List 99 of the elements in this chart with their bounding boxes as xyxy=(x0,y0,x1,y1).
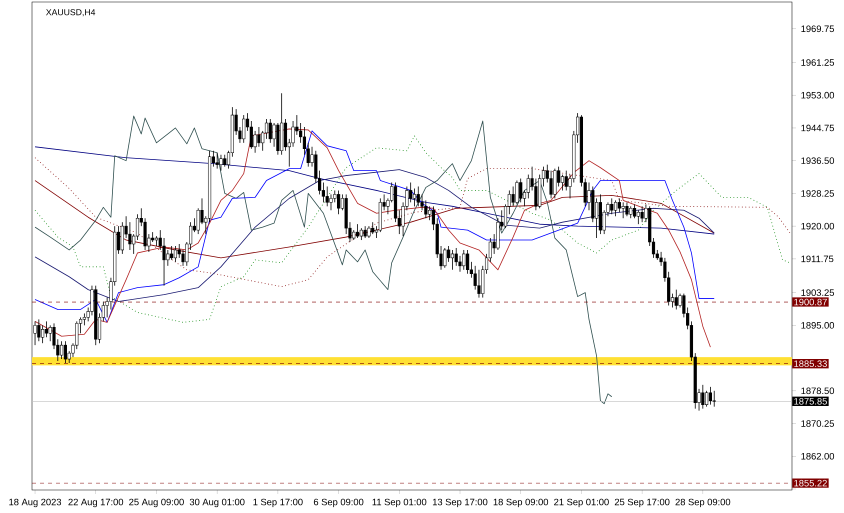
candlestick xyxy=(242,114,246,144)
candlestick xyxy=(519,178,522,203)
line-series xyxy=(34,169,715,302)
x-tick-label: 6 Sep 09:00 xyxy=(314,498,364,508)
candlestick xyxy=(512,186,515,207)
candlestick xyxy=(154,236,158,246)
y-tick-label: 1911.75 xyxy=(801,256,834,262)
x-tick-label: 22 Aug 17:00 xyxy=(68,498,124,508)
candlestick xyxy=(629,206,632,219)
y-tick-label: 1870.25 xyxy=(801,420,834,427)
candlestick xyxy=(553,168,556,199)
x-tick-label: 13 Sep 17:00 xyxy=(432,498,488,508)
candlestick xyxy=(477,269,481,298)
y-tick-label: 1920.00 xyxy=(801,222,834,230)
candlestick xyxy=(284,118,288,152)
x-tick-label: 18 Sep 09:00 xyxy=(494,498,548,508)
line-series xyxy=(34,146,715,234)
candlestick xyxy=(364,226,367,238)
candlestick xyxy=(143,218,147,250)
candlestick xyxy=(329,194,333,211)
candlestick xyxy=(41,324,44,344)
candlestick xyxy=(614,200,618,217)
candlestick xyxy=(326,186,329,207)
candlestick xyxy=(322,182,326,203)
x-tick-label: 30 Aug 01:00 xyxy=(190,498,245,508)
candlestick xyxy=(705,390,708,408)
candlestick xyxy=(151,232,154,242)
candlestick xyxy=(44,320,48,338)
candlestick xyxy=(170,246,174,260)
x-tick-label: 18 Aug 2023 xyxy=(9,498,62,508)
x-tick-label: 1 Sep 17:00 xyxy=(253,498,303,508)
candlestick xyxy=(356,224,360,238)
candlestick xyxy=(48,324,52,342)
line-series xyxy=(34,157,790,288)
y-tick-label: 1969.75 xyxy=(801,25,834,32)
candlestick xyxy=(701,384,704,410)
candlestick xyxy=(466,250,470,274)
ref-line-label: 1855.22 xyxy=(794,480,827,486)
candlestick xyxy=(291,120,295,148)
candlestick xyxy=(636,210,640,225)
candlestick xyxy=(622,202,625,219)
candlestick xyxy=(412,188,416,207)
y-tick-label: 1953.00 xyxy=(801,92,834,99)
y-tick-label: 1903.25 xyxy=(801,289,834,296)
candlestick xyxy=(458,256,462,272)
candlestick xyxy=(640,206,644,223)
ref-line-label: 1875.85 xyxy=(794,398,827,405)
candlestick xyxy=(360,228,363,240)
candlestick xyxy=(336,190,340,215)
y-tick-label: 1944.75 xyxy=(801,124,834,132)
candlestick xyxy=(443,248,446,268)
candlestick xyxy=(549,170,553,199)
candlestick xyxy=(223,154,226,168)
x-tick-label: 28 Sep 09:00 xyxy=(676,498,730,508)
candlestick xyxy=(367,226,371,238)
x-tick-label: 11 Sep 01:00 xyxy=(372,498,426,508)
candlestick xyxy=(257,126,261,148)
candlestick xyxy=(420,194,424,211)
candlestick xyxy=(37,318,40,342)
candlestick xyxy=(708,386,712,406)
candlestick xyxy=(162,238,166,286)
candlestick xyxy=(712,390,716,408)
candlestick xyxy=(166,250,170,266)
y-tick-label: 1878.50 xyxy=(801,388,834,394)
candlestick xyxy=(674,289,678,310)
x-tick-label: 25 Aug 09:00 xyxy=(129,498,184,508)
y-tick-label: 1895.00 xyxy=(801,322,834,329)
y-tick-label: 1936.50 xyxy=(801,157,834,164)
candlestick xyxy=(560,174,564,191)
x-tick-label: 25 Sep 17:00 xyxy=(614,498,670,508)
y-tick-label: 1961.25 xyxy=(801,59,834,66)
candlestick xyxy=(462,250,466,270)
candlestick xyxy=(632,204,636,219)
candlestick xyxy=(416,186,420,207)
candlestick xyxy=(515,180,519,205)
candlestick xyxy=(625,202,629,217)
candlestick xyxy=(409,182,412,203)
candlestick xyxy=(371,222,374,234)
y-tick-label: 1928.25 xyxy=(801,190,834,197)
candlestick xyxy=(174,246,178,262)
ref-line-label: 1885.33 xyxy=(794,360,827,367)
line-series xyxy=(34,116,612,404)
text: XAUUSD,H4 xyxy=(46,9,96,16)
ref-line-label: 1900.87 xyxy=(794,298,827,306)
candlestick xyxy=(264,118,268,140)
candlestick xyxy=(219,154,223,172)
candlestick xyxy=(254,130,257,154)
candlestick xyxy=(136,214,140,240)
x-tick-label: 21 Sep 01:00 xyxy=(554,498,609,508)
candlestick xyxy=(216,152,219,170)
candlestick xyxy=(272,122,276,148)
candlestick xyxy=(268,118,272,144)
y-tick-label: 1862.00 xyxy=(801,452,834,460)
candlestick xyxy=(64,340,67,364)
candlestick xyxy=(610,198,614,215)
candlestick xyxy=(450,250,454,270)
candlestick xyxy=(618,198,621,213)
candlestick xyxy=(428,206,432,221)
candlestick xyxy=(60,340,64,360)
